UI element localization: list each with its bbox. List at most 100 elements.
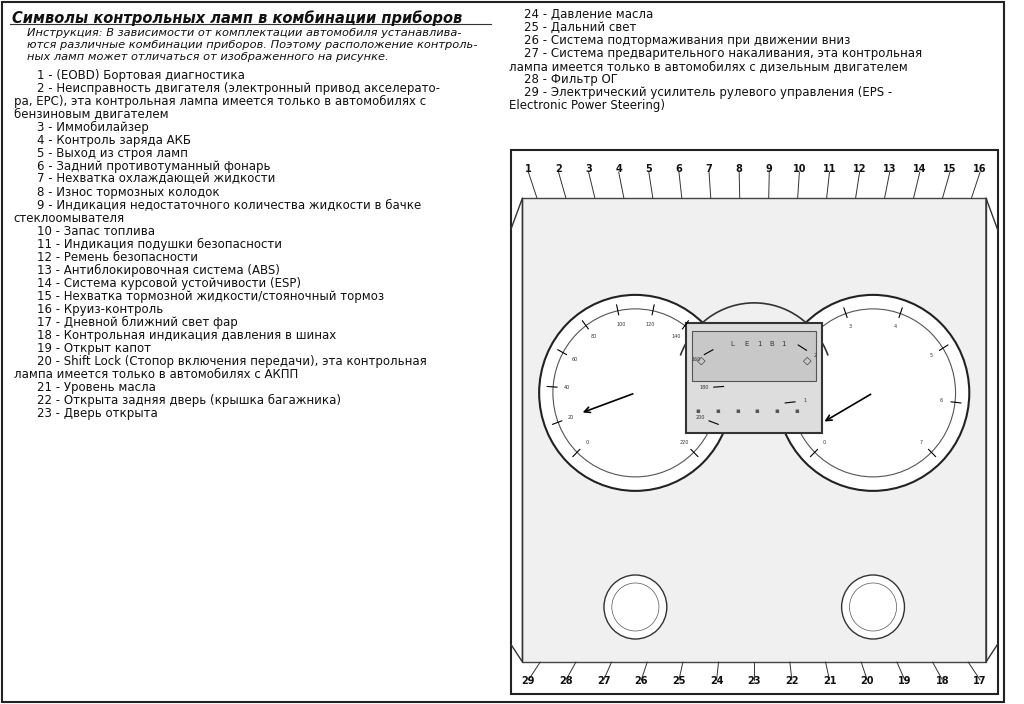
Text: ▪: ▪ [755,408,760,414]
Text: L: L [731,341,734,347]
Text: 23 - Дверь открыта: 23 - Дверь открыта [37,407,158,420]
Text: 6: 6 [676,164,682,174]
Text: 27 - Система предварительного накаливания, эта контрольная: 27 - Система предварительного накаливани… [524,47,923,60]
Text: 1 - (EOBD) Бортовая диагностика: 1 - (EOBD) Бортовая диагностика [37,68,245,82]
Text: 2 - Неисправность двигателя (электронный привод акселерато-: 2 - Неисправность двигателя (электронный… [37,82,440,94]
Text: 16: 16 [974,164,987,174]
Text: 19: 19 [898,676,911,686]
Bar [511,150,997,694]
Text: 40: 40 [563,385,570,391]
Text: 20: 20 [860,676,873,686]
Text: 22: 22 [785,676,799,686]
Circle shape [842,575,904,639]
Circle shape [553,309,718,477]
Text: 4: 4 [615,164,622,174]
Text: 7: 7 [921,440,924,445]
Text: ра, EPC), эта контрольная лампа имеется только в автомобилях с: ра, EPC), эта контрольная лампа имеется … [13,94,426,108]
Text: 17: 17 [974,676,987,686]
Text: 29 - Электрический усилитель рулевого управления (EPS -: 29 - Электрический усилитель рулевого уп… [524,86,893,99]
Text: 1: 1 [781,341,786,347]
Text: 6 - Задний противотуманный фонарь: 6 - Задний противотуманный фонарь [37,160,270,172]
Text: лампа имеется только в автомобилях с АКПП: лампа имеется только в автомобилях с АКП… [13,367,298,381]
Circle shape [540,295,731,491]
Circle shape [791,309,955,477]
Text: 3: 3 [849,325,852,329]
Text: E: E [744,341,749,347]
Text: 80: 80 [591,334,597,339]
Text: лампа имеется только в автомобилях с дизельным двигателем: лампа имеется только в автомобилях с диз… [509,60,907,73]
Text: 8: 8 [735,164,742,174]
Text: ▪: ▪ [696,408,700,414]
Text: 22 - Открыта задняя дверь (крышка багажника): 22 - Открыта задняя дверь (крышка багажн… [37,394,341,407]
Circle shape [850,583,897,631]
Text: 25 - Дальний свет: 25 - Дальний свет [524,21,637,34]
Text: 12 - Ремень безопасности: 12 - Ремень безопасности [37,251,199,263]
Text: 16 - Круиз-контроль: 16 - Круиз-контроль [37,303,164,315]
Text: 5: 5 [930,353,933,358]
Text: ◇: ◇ [697,356,706,366]
Text: 7 - Нехватка охлаждающей жидкости: 7 - Нехватка охлаждающей жидкости [37,172,275,186]
Text: 17 - Дневной ближний свет фар: 17 - Дневной ближний свет фар [37,315,238,329]
Text: 0: 0 [586,440,589,445]
Text: ◇: ◇ [803,356,811,366]
Text: 23: 23 [748,676,761,686]
Bar [686,323,822,433]
Text: 220: 220 [679,440,689,445]
Text: 13 - Антиблокировочная система (ABS): 13 - Антиблокировочная система (ABS) [37,263,281,277]
Text: ются различные комбинации приборов. Поэтому расположение контроль-: ются различные комбинации приборов. Поэт… [28,40,478,50]
Text: ▪: ▪ [735,408,740,414]
Circle shape [777,295,970,491]
Text: 21 - Уровень масла: 21 - Уровень масла [37,381,157,394]
Text: 5: 5 [645,164,652,174]
Text: 26: 26 [635,676,648,686]
Text: 100: 100 [616,322,626,327]
Text: ных ламп может отличаться от изображенного на рисунке.: ных ламп может отличаться от изображенно… [28,52,389,63]
Text: 11: 11 [822,164,837,174]
Text: 28 - Фильтр ОГ: 28 - Фильтр ОГ [524,73,618,86]
Bar [522,198,986,662]
Text: 25: 25 [672,676,686,686]
Text: 3 - Иммобилайзер: 3 - Иммобилайзер [37,120,150,134]
Text: стеклоомывателя: стеклоомывателя [13,212,125,225]
Text: ▪: ▪ [774,408,779,414]
Text: Electronic Power Steering): Electronic Power Steering) [509,99,665,112]
Text: 3: 3 [585,164,592,174]
Text: 24: 24 [710,676,723,686]
Text: 180: 180 [699,385,709,391]
Text: B: B [769,341,774,347]
Text: 1: 1 [803,398,806,403]
Text: 15: 15 [943,164,956,174]
Text: 14 - Система курсовой устойчивости (ESP): 14 - Система курсовой устойчивости (ESP) [37,277,301,289]
Text: 6: 6 [940,398,943,403]
Text: 4 - Контроль заряда АКБ: 4 - Контроль заряда АКБ [37,134,191,146]
Text: 29: 29 [521,676,536,686]
Text: 8 - Износ тормозных колодок: 8 - Износ тормозных колодок [37,186,220,199]
Text: 18: 18 [936,676,949,686]
Text: 4: 4 [894,325,897,329]
Text: бензиновым двигателем: бензиновым двигателем [13,108,168,120]
Text: 2: 2 [813,353,816,358]
Text: 9 - Индикация недостаточного количества жидкости в бачке: 9 - Индикация недостаточного количества … [37,199,422,212]
Text: Символы контрольных ламп в комбинации приборов: Символы контрольных ламп в комбинации пр… [12,10,462,26]
Text: 24 - Давление масла: 24 - Давление масла [524,8,653,21]
Text: Инструкция: В зависимости от комплектации автомобиля устанавлива-: Инструкция: В зависимости от комплектаци… [28,28,462,38]
Text: 15 - Нехватка тормозной жидкости/стояночный тормоз: 15 - Нехватка тормозной жидкости/стояноч… [37,289,384,303]
Text: 2: 2 [555,164,562,174]
Text: 1: 1 [757,341,762,347]
Text: 12: 12 [853,164,866,174]
Text: 9: 9 [766,164,773,174]
Circle shape [611,583,659,631]
Text: 26 - Система подтормаживания при движении вниз: 26 - Система подтормаживания при движени… [524,34,851,47]
Text: 21: 21 [822,676,837,686]
Text: 140: 140 [672,334,681,339]
Text: ▪: ▪ [794,408,799,414]
Text: 14: 14 [913,164,927,174]
Text: 160: 160 [691,357,700,362]
Text: ▪: ▪ [716,408,720,414]
Text: 1: 1 [525,164,531,174]
Text: 27: 27 [597,676,610,686]
Text: 10 - Запас топлива: 10 - Запас топлива [37,225,156,238]
Text: 60: 60 [572,357,579,362]
Text: 28: 28 [559,676,572,686]
Text: 19 - Открыт капот: 19 - Открыт капот [37,341,152,355]
